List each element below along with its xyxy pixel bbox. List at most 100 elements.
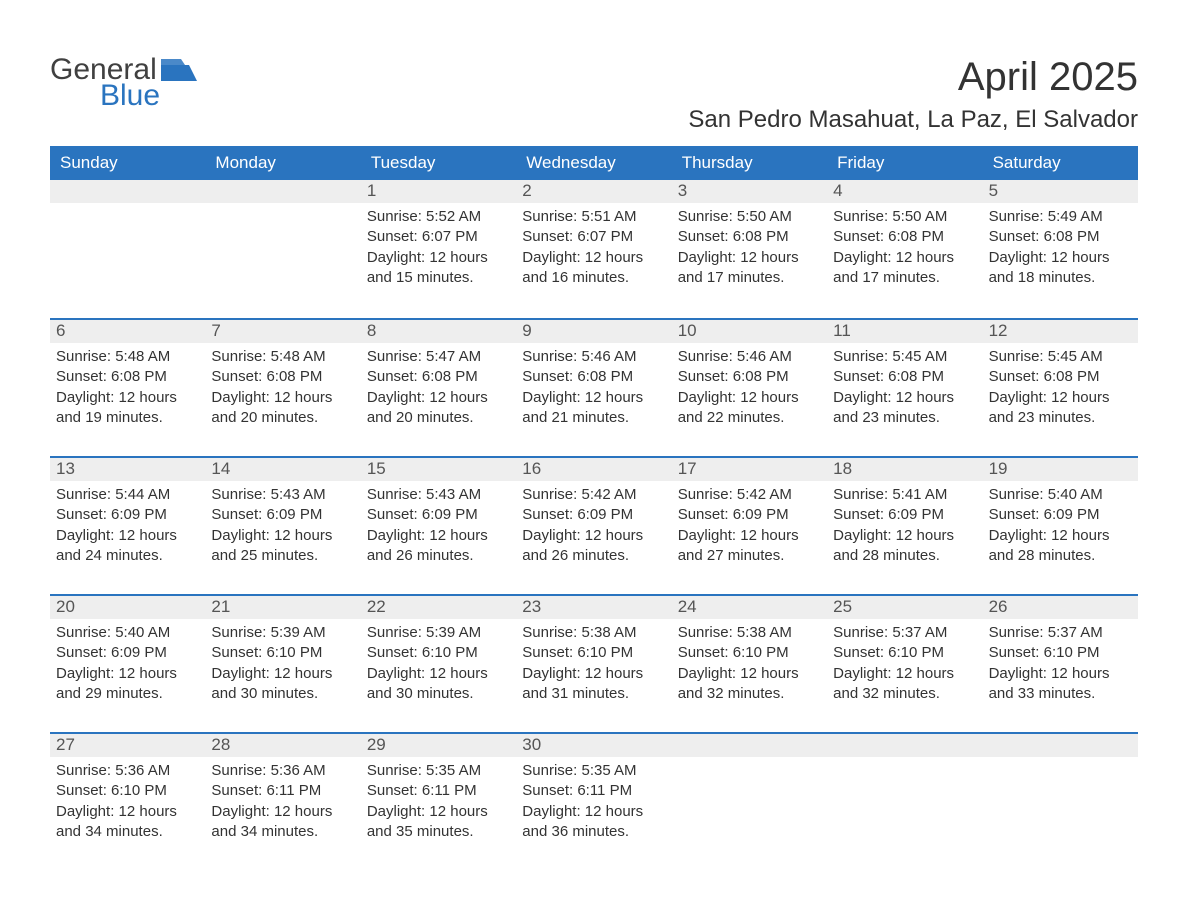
day-line: Daylight: 12 hours — [522, 388, 665, 408]
day-line: Sunrise: 5:46 AM — [522, 347, 665, 367]
day-number: 21 — [205, 596, 360, 619]
day-line: Sunrise: 5:42 AM — [678, 485, 821, 505]
day-number: 20 — [50, 596, 205, 619]
day-line: Daylight: 12 hours — [56, 664, 199, 684]
day-line: Sunrise: 5:39 AM — [367, 623, 510, 643]
day-cell: 5Sunrise: 5:49 AMSunset: 6:08 PMDaylight… — [983, 180, 1138, 318]
day-line: Sunrise: 5:48 AM — [56, 347, 199, 367]
day-line: Daylight: 12 hours — [211, 802, 354, 822]
day-cell: 22 Sunrise: 5:39 AMSunset: 6:10 PMDayligh… — [361, 596, 516, 732]
day-line: Daylight: 12 hours — [989, 526, 1132, 546]
day-line: Daylight: 12 hours — [56, 526, 199, 546]
day-line: Daylight: 12 hours — [833, 526, 976, 546]
day-detail: Sunrise: 5:41 AMSunset: 6:09 PMDaylight:… — [827, 481, 982, 576]
day-number: 16 — [516, 458, 671, 481]
day-cell: 11Sunrise: 5:45 AMSunset: 6:08 PMDayligh… — [827, 320, 982, 456]
empty-day-number — [205, 180, 360, 203]
day-line: and 31 minutes. — [522, 684, 665, 704]
day-line: Sunset: 6:09 PM — [56, 643, 199, 663]
weekday-header: Wednesday — [516, 146, 671, 180]
week-row: 13Sunrise: 5:44 AMSunset: 6:09 PMDayligh… — [50, 456, 1138, 594]
day-line: Sunrise: 5:43 AM — [211, 485, 354, 505]
day-line: Sunset: 6:08 PM — [56, 367, 199, 387]
day-line: Sunrise: 5:42 AM — [522, 485, 665, 505]
weekday-header: Saturday — [983, 146, 1138, 180]
day-line: Sunset: 6:08 PM — [678, 367, 821, 387]
day-line: and 34 minutes. — [211, 822, 354, 842]
day-number: 25 — [827, 596, 982, 619]
day-line: Sunrise: 5:37 AM — [833, 623, 976, 643]
week-row: 1Sunrise: 5:52 AMSunset: 6:07 PMDaylight… — [50, 180, 1138, 318]
day-cell: 24Sunrise: 5:38 AMSunset: 6:10 PMDayligh… — [672, 596, 827, 732]
day-line: and 20 minutes. — [211, 408, 354, 428]
day-line: Sunset: 6:08 PM — [989, 367, 1132, 387]
day-line: Daylight: 12 hours — [989, 248, 1132, 268]
day-number: 3 — [672, 180, 827, 203]
day-line: Sunset: 6:10 PM — [678, 643, 821, 663]
day-line: Sunrise: 5:40 AM — [56, 623, 199, 643]
day-line: Daylight: 12 hours — [367, 388, 510, 408]
day-cell: 13Sunrise: 5:44 AMSunset: 6:09 PMDayligh… — [50, 458, 205, 594]
empty-day-number — [672, 734, 827, 757]
day-line: Daylight: 12 hours — [367, 664, 510, 684]
day-cell — [672, 734, 827, 870]
day-number: 11 — [827, 320, 982, 343]
day-cell: 16Sunrise: 5:42 AMSunset: 6:09 PMDayligh… — [516, 458, 671, 594]
day-line: Daylight: 12 hours — [367, 802, 510, 822]
day-line: Sunrise: 5:36 AM — [211, 761, 354, 781]
day-number: 17 — [672, 458, 827, 481]
day-number: 9 — [516, 320, 671, 343]
month-title: April 2025 — [688, 55, 1138, 100]
day-line: Sunrise: 5:37 AM — [989, 623, 1132, 643]
day-line: and 15 minutes. — [367, 268, 510, 288]
day-detail: Sunrise: 5:38 AMSunset: 6:10 PMDaylight:… — [672, 619, 827, 714]
day-cell: 28Sunrise: 5:36 AMSunset: 6:11 PMDayligh… — [205, 734, 360, 870]
day-number: 10 — [672, 320, 827, 343]
day-detail: Sunrise: 5:49 AMSunset: 6:08 PMDaylight:… — [983, 203, 1138, 298]
title-block: April 2025 San Pedro Masahuat, La Paz, E… — [688, 55, 1138, 134]
day-detail: Sunrise: 5:42 AMSunset: 6:09 PMDaylight:… — [516, 481, 671, 576]
day-number: 15 — [361, 458, 516, 481]
day-line: Sunset: 6:09 PM — [367, 505, 510, 525]
day-detail: Sunrise: 5:39 AMSunset: 6:10 PMDaylight:… — [205, 619, 360, 714]
day-number: 2 — [516, 180, 671, 203]
day-line: and 32 minutes. — [833, 684, 976, 704]
day-line: Sunset: 6:08 PM — [989, 227, 1132, 247]
day-number: 14 — [205, 458, 360, 481]
day-cell: 14Sunrise: 5:43 AMSunset: 6:09 PMDayligh… — [205, 458, 360, 594]
day-line: Sunrise: 5:40 AM — [989, 485, 1132, 505]
day-cell: 15Sunrise: 5:43 AMSunset: 6:09 PMDayligh… — [361, 458, 516, 594]
day-line: Sunset: 6:10 PM — [367, 643, 510, 663]
day-cell: 10Sunrise: 5:46 AMSunset: 6:08 PMDayligh… — [672, 320, 827, 456]
day-number: 22 — [361, 596, 516, 619]
day-line: Sunset: 6:09 PM — [833, 505, 976, 525]
day-cell: 30Sunrise: 5:35 AMSunset: 6:11 PMDayligh… — [516, 734, 671, 870]
day-number: 30 — [516, 734, 671, 757]
day-line: and 23 minutes. — [989, 408, 1132, 428]
day-line: Sunrise: 5:49 AM — [989, 207, 1132, 227]
day-line: and 33 minutes. — [989, 684, 1132, 704]
day-number: 29 — [361, 734, 516, 757]
day-detail: Sunrise: 5:48 AMSunset: 6:08 PMDaylight:… — [50, 343, 205, 438]
day-line: Daylight: 12 hours — [211, 388, 354, 408]
day-cell: 17Sunrise: 5:42 AMSunset: 6:09 PMDayligh… — [672, 458, 827, 594]
day-cell: 1Sunrise: 5:52 AMSunset: 6:07 PMDaylight… — [361, 180, 516, 318]
day-line: and 22 minutes. — [678, 408, 821, 428]
day-number: 1 — [361, 180, 516, 203]
day-detail: Sunrise: 5:52 AMSunset: 6:07 PMDaylight:… — [361, 203, 516, 298]
day-cell: 27Sunrise: 5:36 AMSunset: 6:10 PMDayligh… — [50, 734, 205, 870]
day-line: and 23 minutes. — [833, 408, 976, 428]
day-line: and 34 minutes. — [56, 822, 199, 842]
day-line: Daylight: 12 hours — [678, 526, 821, 546]
week-row: 6Sunrise: 5:48 AMSunset: 6:08 PMDaylight… — [50, 318, 1138, 456]
day-line: Sunrise: 5:38 AM — [678, 623, 821, 643]
day-cell: 21Sunrise: 5:39 AMSunset: 6:10 PMDayligh… — [205, 596, 360, 732]
day-detail: Sunrise: 5:44 AMSunset: 6:09 PMDaylight:… — [50, 481, 205, 576]
day-detail: Sunrise: 5:50 AMSunset: 6:08 PMDaylight:… — [827, 203, 982, 298]
weekday-header-row: Sunday Monday Tuesday Wednesday Thursday… — [50, 146, 1138, 180]
day-number: 26 — [983, 596, 1138, 619]
day-cell: 25Sunrise: 5:37 AMSunset: 6:10 PMDayligh… — [827, 596, 982, 732]
day-line: Sunrise: 5:38 AM — [522, 623, 665, 643]
weekday-header: Sunday — [50, 146, 205, 180]
day-number: 24 — [672, 596, 827, 619]
